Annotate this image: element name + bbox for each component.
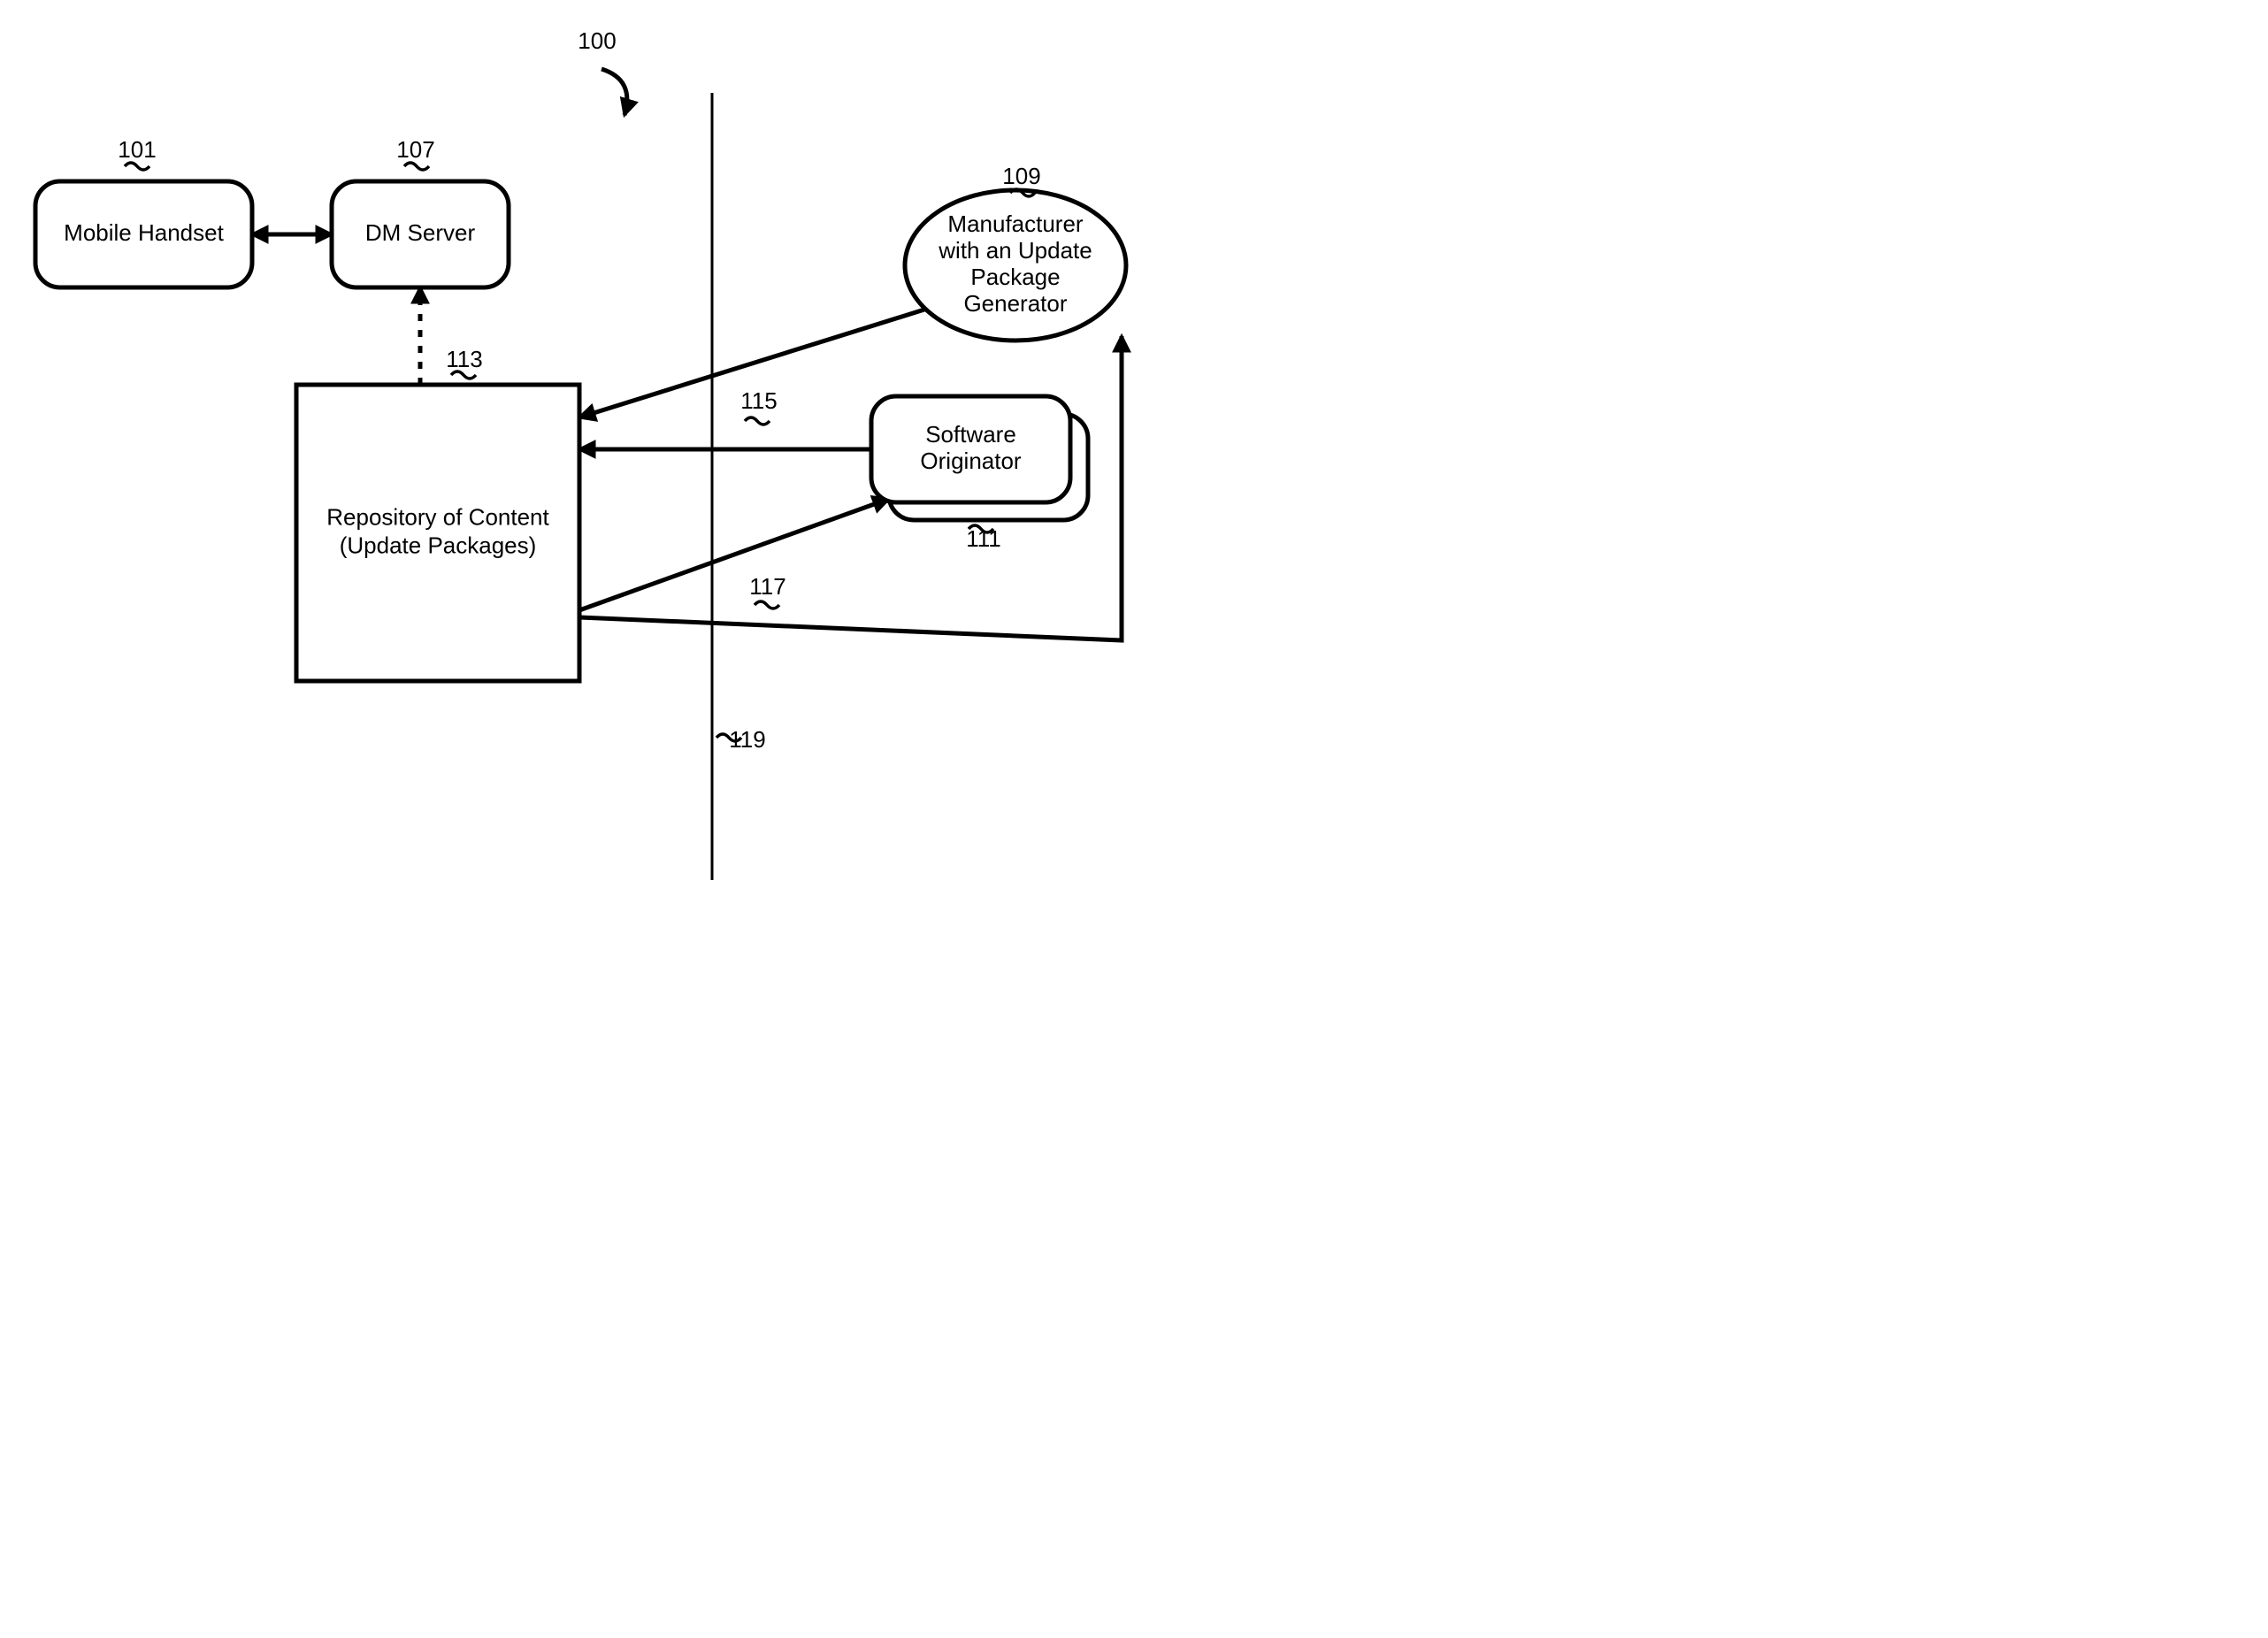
edge-repo_software — [579, 499, 889, 610]
squiggle-s115 — [745, 417, 770, 425]
ref-label-n107: 107 — [396, 136, 434, 163]
ref-label-n113: 113 — [446, 346, 482, 372]
node-mobile_handset: Mobile Handset — [35, 181, 252, 287]
node-text-mobile_handset-line0: Mobile Handset — [64, 219, 224, 246]
ref-label-n100: 100 — [578, 27, 616, 54]
squiggle-s101 — [125, 163, 149, 170]
node-repository: Repository of Content(Update Packages) — [296, 385, 579, 681]
node-software_front: SoftwareOriginator — [871, 396, 1070, 502]
ref-label-n101: 101 — [118, 136, 156, 163]
ref-label-n119: 119 — [729, 726, 765, 753]
node-dm_server: DM Server — [332, 181, 509, 287]
node-text-dm_server-line0: DM Server — [365, 219, 476, 246]
squiggle-s117 — [755, 601, 779, 609]
ref-label-n109: 109 — [1002, 163, 1040, 189]
node-text-manufacturer-line2: Package — [970, 264, 1060, 290]
node-text-software_front-line0: Software — [925, 421, 1016, 448]
ref-label-n117: 117 — [749, 573, 785, 600]
ref-label-n115: 115 — [740, 387, 777, 414]
node-text-manufacturer-line3: Generator — [963, 290, 1067, 317]
hook-arrow-100 — [601, 69, 627, 115]
node-text-repository-line1: (Update Packages) — [340, 532, 537, 558]
node-text-manufacturer-line0: Manufacturer — [947, 210, 1084, 237]
node-text-manufacturer-line1: with an Update — [938, 237, 1092, 264]
ref-label-n111: 111 — [966, 525, 1001, 552]
node-text-repository-line0: Repository of Content — [326, 503, 549, 530]
squiggle-s107 — [404, 163, 429, 170]
node-text-software_front-line1: Originator — [920, 448, 1021, 474]
node-manufacturer: Manufacturerwith an UpdatePackageGenerat… — [905, 190, 1126, 341]
squiggle-s113 — [451, 371, 476, 379]
